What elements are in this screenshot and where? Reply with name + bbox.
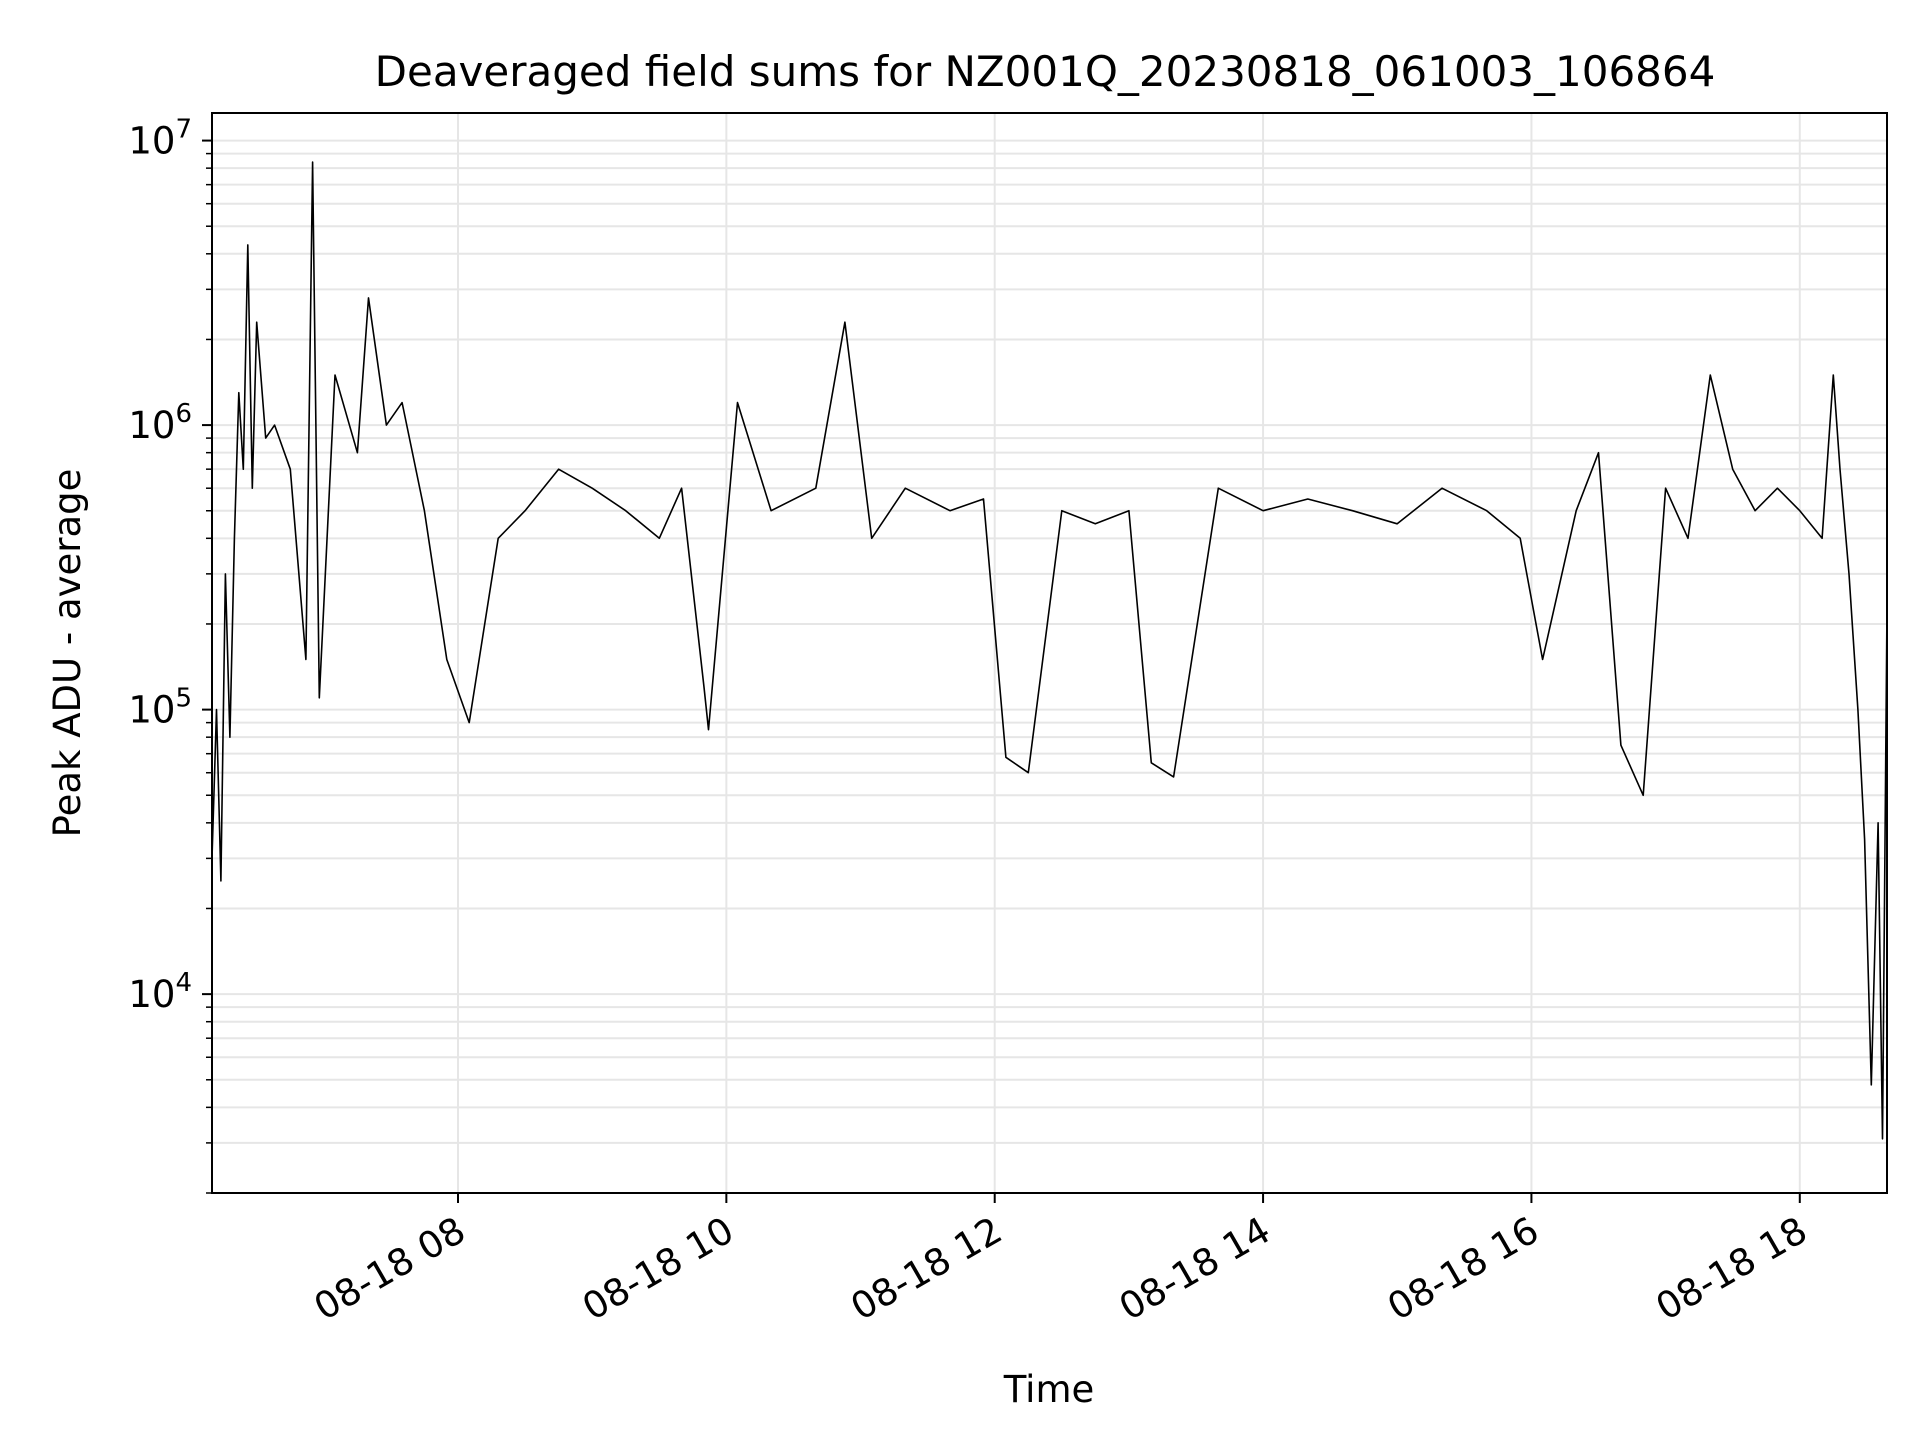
- series-layer: [211, 161, 1888, 1140]
- x-axis-label: Time: [1003, 1368, 1095, 1411]
- y-tick-label: 106: [128, 399, 192, 447]
- chart-title: Deaveraged field sums for NZ001Q_2023081…: [375, 47, 1716, 96]
- major-gridlines: [212, 113, 1887, 1193]
- plot-frame: [211, 112, 1888, 1194]
- y-tick-label: 107: [128, 115, 192, 163]
- minor-gridlines: [212, 152, 1887, 1194]
- y-tick-label: 105: [128, 684, 192, 732]
- y-tick-label: 104: [128, 968, 192, 1016]
- y-axis-label: Peak ADU - average: [46, 469, 89, 838]
- y-axis: 104 105 106 107: [128, 115, 212, 1194]
- series-line: [211, 161, 1888, 1140]
